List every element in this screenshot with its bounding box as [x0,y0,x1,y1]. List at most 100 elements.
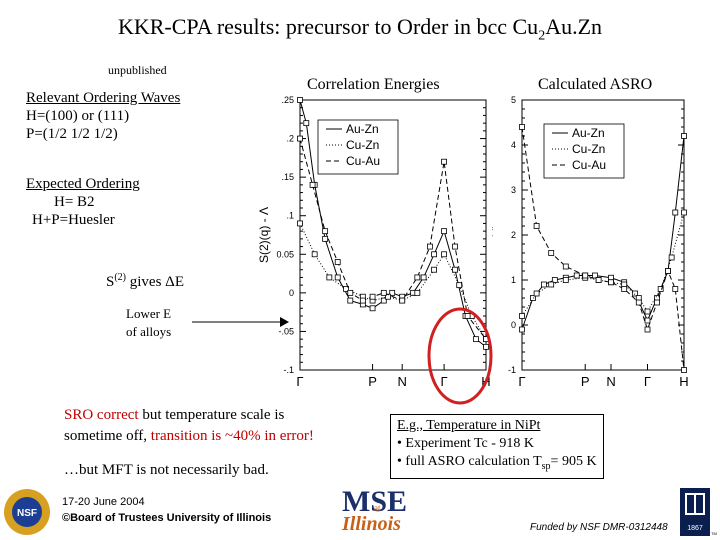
data-point [548,281,555,288]
data-point [632,290,639,297]
data-point [309,181,316,188]
data-point [369,305,376,312]
data-point [519,313,525,319]
y-tick-label: -1 [508,365,516,375]
data-point [334,274,341,281]
y-tick-label: 1 [511,275,516,285]
title-main: KKR-CPA results: precursor to Order in b… [117,14,539,39]
x-tick-label: Γ [518,374,525,389]
data-point [551,277,558,283]
s2-tail: gives ΔE [126,274,184,290]
data-point [369,293,376,300]
ordering-waves-block: Relevant Ordering Waves H=(100) or (111)… [26,89,180,143]
highlight-circle [427,307,493,405]
data-point [441,158,447,165]
s2-note: S(2) gives ΔE [106,272,184,291]
data-point [380,289,387,296]
data-point [452,243,458,250]
x-tick-label: Γ [441,374,448,389]
data-point [608,279,614,286]
data-point [322,228,329,235]
data-point [311,251,318,258]
y-axis-label: S(2)(q) - Λ [258,207,271,263]
data-point [297,135,303,142]
footer-copyright: ©Board of Trustees University of Illinoi… [62,512,272,524]
mse-logo-illinois: Illinois [342,513,401,535]
legend-label: Au-Zn [572,126,605,140]
data-point [573,272,580,279]
data-point [431,251,437,258]
data-point [426,243,433,250]
x-tick-label: H [679,374,688,389]
data-point [420,274,427,281]
data-point [562,263,569,270]
data-point [334,259,341,265]
eg-experiment: • Experiment Tc - 918 K [397,436,535,451]
mft-note: …but MFT is not necessarily bad. [64,462,269,478]
data-point [441,228,447,235]
data-point [657,286,664,292]
sro-transition-error: transition is ~40% in error! [150,428,314,444]
y-tick-label: 0.05 [276,249,294,259]
title-subscript: 2 [538,28,546,44]
y-tick-label: .15 [281,172,294,182]
seal-year: 1867 [687,525,703,532]
legend-label: Au-Zn [346,122,379,136]
x-tick-label: N [398,374,407,389]
page-title: KKR-CPA results: precursor to Order in b… [0,14,720,44]
data-point [389,289,396,296]
y-tick-label: -.1 [283,365,294,375]
eg-heading: E.g., Temperature in NiPt [397,418,541,433]
data-point [668,254,675,261]
chart1-title: Correlation Energies [307,76,440,93]
sro-rest: but temperature scale is [138,407,285,423]
data-point [548,250,555,256]
data-point [595,277,602,283]
data-point [326,274,333,281]
illinois-seal-icon: 1867 TM [680,488,717,536]
eg-calc-tail: = 905 K [550,454,597,469]
data-point [359,297,366,304]
unpublished-label: unpublished [108,63,167,77]
data-point [399,297,406,304]
mse-logo-at: at [374,503,381,513]
legend-label: Cu-Zn [346,138,379,152]
y-tick-label: 5 [511,95,516,105]
data-point [592,272,598,279]
sro-note: SRO correct but temperature scale is som… [64,405,314,481]
x-tick-label: Γ [644,374,651,389]
sro-correct: SRO correct [64,407,139,423]
wave-p: P=(1/2 1/2 1/2) [26,126,118,142]
footer [0,482,720,540]
expected-heading: Expected Ordering [26,176,140,192]
legend-label: Cu-Au [346,154,380,168]
y-tick-label: 2 [511,230,516,240]
series-line-cu-au [299,138,487,340]
nsf-logo-icon: NSF [4,489,50,535]
x-tick-label: Γ [296,374,303,389]
data-point [672,286,679,292]
legend-label: Cu-Zn [572,142,605,156]
data-point [582,272,589,279]
x-tick-label: P [581,374,590,389]
data-point [414,289,421,296]
sro-line2a: sometime off, [64,428,151,444]
y-axis-label: α(q) [492,224,493,246]
data-point [431,266,437,273]
y-tick-label: -.05 [278,326,294,336]
eg-calc: • full ASRO calculation T [397,454,542,469]
title-tail: Au.Zn [545,14,603,39]
lower-e-line2: of alloys [126,324,172,339]
plot-frame [299,99,487,371]
data-point [322,235,329,242]
data-point [347,289,354,296]
footer-date: 17-20 June 2004 [62,496,145,508]
data-point [540,281,547,288]
data-point [441,251,447,258]
data-point [530,295,536,301]
data-point [533,223,540,229]
data-point [343,286,349,292]
data-point [464,313,471,319]
data-point [681,209,687,216]
y-tick-label: 0 [289,288,294,298]
